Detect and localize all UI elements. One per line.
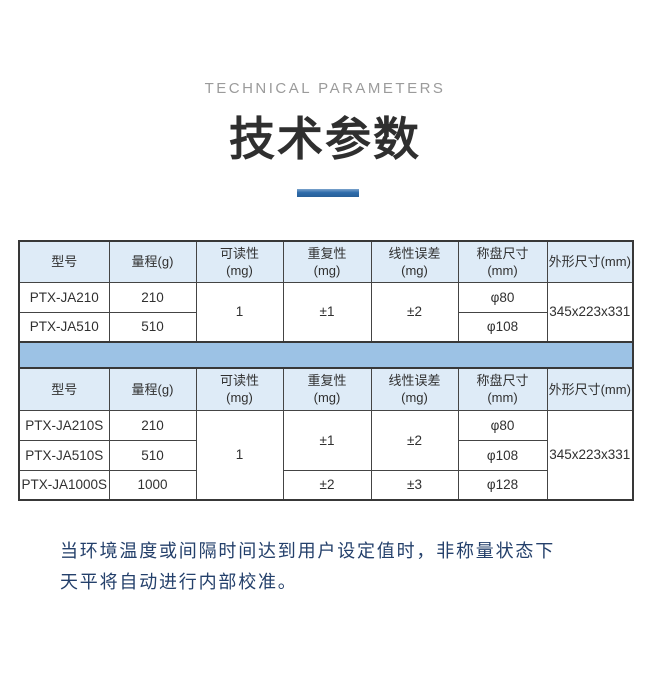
table2-header-row: 型号 量程(g) 可读性 (mg) 重复性 (mg) 线性误差 (mg) 称盘尺… <box>18 367 634 411</box>
col-header-pan-size: 称盘尺寸 (mm) <box>457 367 548 411</box>
cell-repeatability: ±1 <box>282 281 372 343</box>
col-header-range: 量程(g) <box>108 367 197 411</box>
table2-row-ja510s: PTX-JA510S 510 φ108 <box>18 439 633 471</box>
cell-range: 510 <box>108 311 197 343</box>
footnote: 当环境温度或间隔时间达到用户设定值时，非称量状态下 天平将自动进行内部校准。 <box>60 541 555 592</box>
cell-model: PTX-JA510S <box>18 439 110 471</box>
cell-model: PTX-JA210S <box>18 409 110 441</box>
col-header-model: 型号 <box>18 367 110 411</box>
cell-pan-size: φ108 <box>457 439 548 471</box>
table2-row-ja1000s: PTX-JA1000S 1000 ±2 ±3 φ128 <box>18 469 633 501</box>
table1-header-row: 型号 量程(g) 可读性 (mg) 重复性 (mg) 线性误差 (mg) 称盘尺… <box>18 240 634 283</box>
cell-model: PTX-JA510 <box>18 311 110 343</box>
col-header-linearity: 线性误差 (mg) <box>370 240 459 283</box>
cell-range: 510 <box>108 439 197 471</box>
cell-readability: 1 <box>195 281 284 343</box>
cell-pan-size: φ128 <box>457 469 548 501</box>
cell-model: PTX-JA210 <box>18 281 110 313</box>
title-accent-bar <box>297 189 359 197</box>
col-header-repeatability: 重复性 (mg) <box>282 367 372 411</box>
divider-band-cell <box>18 341 634 369</box>
col-header-model: 型号 <box>18 240 110 283</box>
col-header-repeatability: 重复性 (mg) <box>282 240 372 283</box>
cell-repeatability: ±2 <box>282 469 372 501</box>
cell-pan-size: φ80 <box>457 409 548 441</box>
cell-pan-size: φ108 <box>457 311 548 343</box>
table1-row-ja510: PTX-JA510 510 φ108 <box>18 311 633 343</box>
cell-range: 210 <box>108 409 197 441</box>
col-header-range: 量程(g) <box>108 240 197 283</box>
col-header-readability: 可读性 (mg) <box>195 240 284 283</box>
cell-model: PTX-JA1000S <box>18 469 110 501</box>
table1-row-ja210: PTX-JA210 210 1 ±1 ±2 φ80 345x223x331 <box>18 281 634 343</box>
cell-linearity: ±2 <box>370 281 459 343</box>
cell-pan-size: φ80 <box>457 281 548 313</box>
cell-linearity: ±3 <box>370 469 459 501</box>
divider-band <box>18 341 634 369</box>
cell-linearity: ±2 <box>370 409 459 471</box>
cell-range: 1000 <box>108 469 197 501</box>
col-header-dimensions: 外形尺寸(mm) <box>546 367 634 411</box>
col-header-linearity: 线性误差 (mg) <box>370 367 459 411</box>
spec-table: 型号 量程(g) 可读性 (mg) 重复性 (mg) 线性误差 (mg) 称盘尺… <box>18 240 634 501</box>
cell-readability: 1 <box>195 409 284 501</box>
cell-dimensions: 345x223x331 <box>546 409 634 501</box>
col-header-dimensions: 外形尺寸(mm) <box>546 240 634 283</box>
cell-dimensions: 345x223x331 <box>546 281 634 343</box>
cell-range: 210 <box>108 281 197 313</box>
section-eyebrow: TECHNICAL PARAMETERS <box>204 80 446 97</box>
section-title: 技术参数 <box>229 113 421 165</box>
table2-row-ja210s: PTX-JA210S 210 1 ±1 ±2 φ80 345x223x331 <box>18 409 634 501</box>
col-header-pan-size: 称盘尺寸 (mm) <box>457 240 548 283</box>
cell-repeatability: ±1 <box>282 409 372 471</box>
col-header-readability: 可读性 (mg) <box>195 367 284 411</box>
